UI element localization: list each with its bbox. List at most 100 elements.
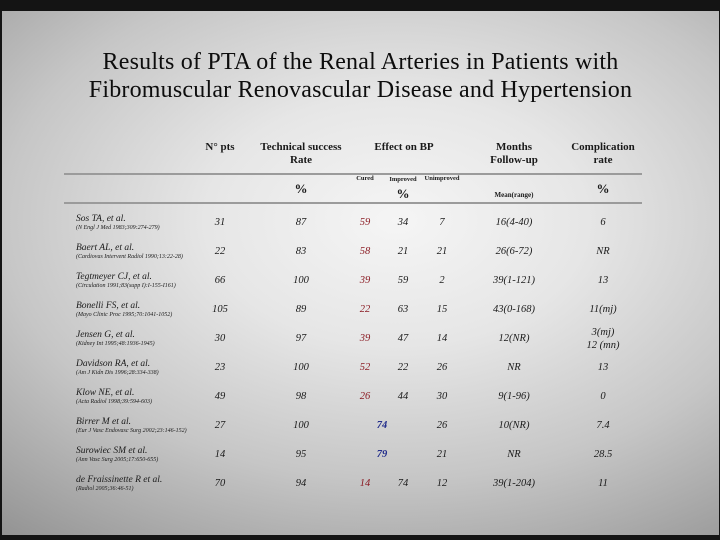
study-citation: (N Engl J Med 1983;309:274-279) <box>76 225 160 232</box>
technical-success-value: 94 <box>295 478 307 490</box>
technical-success-value: 100 <box>293 275 309 287</box>
table-row: Davidson RA, et al. (Am J Kidn Dis 1996;2… <box>64 354 642 383</box>
followup-value: 12(NR) <box>498 333 530 345</box>
study-author: Jensen G, et al. <box>76 330 135 341</box>
improved-value: 47 <box>397 333 409 345</box>
technical-success-value: 100 <box>293 420 309 432</box>
technical-percent-label: % <box>294 181 308 196</box>
unimproved-value: 30 <box>436 391 448 403</box>
col-header-effect-on-bp: Effect on BP <box>374 141 434 153</box>
followup-value: 43(0-168) <box>493 304 535 316</box>
study-author: Davidson RA, et al. <box>76 359 151 370</box>
slide-title: Results of PTA of the Renal Arteries in … <box>2 48 719 104</box>
complication-percent-label: % <box>596 181 610 196</box>
complication-value: 6 <box>600 217 606 229</box>
cured-value: 39 <box>359 333 371 345</box>
table-row: Baert AL, et al. (Cardiovas Intervent Rad… <box>64 238 642 267</box>
study-citation: (Acta Radiol 1998;39:594-603) <box>76 399 152 406</box>
cured-value: 39 <box>359 275 371 287</box>
improved-value: 74 <box>397 478 409 490</box>
col-header-months-followup: Months Follow-up <box>490 141 538 167</box>
technical-success-value: 98 <box>295 391 307 403</box>
table-body: Sos TA, et al. (N Engl J Med 1983;309:274… <box>64 204 642 499</box>
complication-value: NR <box>596 246 610 258</box>
study-cell: Klow NE, et al. (Acta Radiol 1998;39:594-… <box>64 388 182 406</box>
study-cell: Birrer M et al. (Eur J Vasc Endovasc Surg… <box>64 417 187 435</box>
n-pts-value: 14 <box>214 449 226 461</box>
study-cell: Tegtmeyer CJ, et al. (Circulation 1991;83… <box>64 272 182 290</box>
subheader-improved-group: Improved % <box>386 175 420 202</box>
n-pts-value: 27 <box>214 420 226 432</box>
technical-success-value: 83 <box>295 246 307 258</box>
subheader-unimproved: Unimproved <box>424 175 460 182</box>
followup-value: 16(4-40) <box>495 217 533 229</box>
subheader-improved: Improved <box>389 176 417 183</box>
cured-value: 58 <box>359 246 371 258</box>
technical-success-value: 87 <box>295 217 307 229</box>
complication-value: 13 <box>597 275 609 287</box>
n-pts-value: 49 <box>214 391 226 403</box>
technical-success-value: 95 <box>295 449 307 461</box>
n-pts-value: 105 <box>212 304 228 316</box>
study-citation: (Kidney Int 1995;48:1936-1945) <box>76 341 155 348</box>
table-row: Birrer M et al. (Eur J Vasc Endovasc Surg… <box>64 412 642 441</box>
table-row: Surowiec SM et al. (Ann Vasc Surg 2005;17… <box>64 441 642 470</box>
study-citation: (Cardiovas Intervent Radiol 1990;13:22-2… <box>76 254 183 261</box>
improved-value: 34 <box>397 217 409 229</box>
n-pts-value: 30 <box>214 333 226 345</box>
study-cell: Bonelli FS, et al. (Mayo Clinic Proc 1995… <box>64 301 182 319</box>
table-row: Tegtmeyer CJ, et al. (Circulation 1991;83… <box>64 267 642 296</box>
followup-value: 39(1-121) <box>493 275 535 287</box>
complication-value: 3(mj) 12 (mn) <box>564 327 642 351</box>
unimproved-value: 21 <box>436 449 448 461</box>
unimproved-value: 26 <box>436 420 448 432</box>
study-author: Birrer M et al. <box>76 417 132 428</box>
technical-success-value: 100 <box>293 362 309 374</box>
col-header-n-pts: N° pts <box>205 141 235 153</box>
study-author: de Fraissinette R et al. <box>76 475 163 486</box>
improved-value: 59 <box>397 275 409 287</box>
improved-value: 44 <box>397 391 409 403</box>
study-cell: Sos TA, et al. (N Engl J Med 1983;309:274… <box>64 214 182 232</box>
bp-combined-value: 79 <box>376 449 388 461</box>
table-row: Sos TA, et al. (N Engl J Med 1983;309:274… <box>64 209 642 238</box>
study-cell: Surowiec SM et al. (Ann Vasc Surg 2005;17… <box>64 446 182 464</box>
improved-value: 63 <box>397 304 409 316</box>
unimproved-value: 15 <box>436 304 448 316</box>
improved-value: 21 <box>397 246 409 258</box>
followup-value: 9(1-96) <box>498 391 530 403</box>
study-citation: (Am J Kidn Dis 1996;28:334-338) <box>76 370 159 377</box>
cured-value: 22 <box>359 304 371 316</box>
improved-value: 22 <box>397 362 409 374</box>
study-author: Tegtmeyer CJ, et al. <box>76 272 152 283</box>
cured-value: 52 <box>359 362 371 374</box>
n-pts-value: 66 <box>214 275 226 287</box>
complication-value: 11(mj) <box>589 304 617 316</box>
complication-value: 11 <box>598 478 608 490</box>
complication-value: 13 <box>597 362 609 374</box>
cured-value: 14 <box>359 478 371 490</box>
presentation-slide: Results of PTA of the Renal Arteries in … <box>2 11 719 535</box>
unimproved-value: 21 <box>436 246 448 258</box>
n-pts-value: 22 <box>214 246 226 258</box>
followup-value: 39(1-204) <box>493 478 535 490</box>
table-header-main: N° pts Technical success Rate Effect on … <box>64 141 642 175</box>
n-pts-value: 70 <box>214 478 226 490</box>
unimproved-value: 7 <box>439 217 445 229</box>
study-author: Bonelli FS, et al. <box>76 301 141 312</box>
study-citation: (Radiol 2005;36:46-51) <box>76 486 134 493</box>
table-row: Klow NE, et al. (Acta Radiol 1998;39:594-… <box>64 383 642 412</box>
cured-value: 59 <box>359 217 371 229</box>
table-row: Bonelli FS, et al. (Mayo Clinic Proc 1995… <box>64 296 642 325</box>
cured-value: 26 <box>359 391 371 403</box>
study-cell: de Fraissinette R et al. (Radiol 2005;36:… <box>64 475 182 493</box>
results-table: N° pts Technical success Rate Effect on … <box>64 141 642 499</box>
unimproved-value: 14 <box>436 333 448 345</box>
study-citation: (Eur J Vasc Endovasc Surg 2002;23:146-15… <box>76 428 187 435</box>
study-cell: Jensen G, et al. (Kidney Int 1995;48:1936… <box>64 330 182 348</box>
col-header-technical-success: Technical success Rate <box>260 141 342 167</box>
study-author: Klow NE, et al. <box>76 388 135 399</box>
study-citation: (Ann Vasc Surg 2005;17:650-655) <box>76 457 159 464</box>
followup-value: 26(6-72) <box>495 246 533 258</box>
